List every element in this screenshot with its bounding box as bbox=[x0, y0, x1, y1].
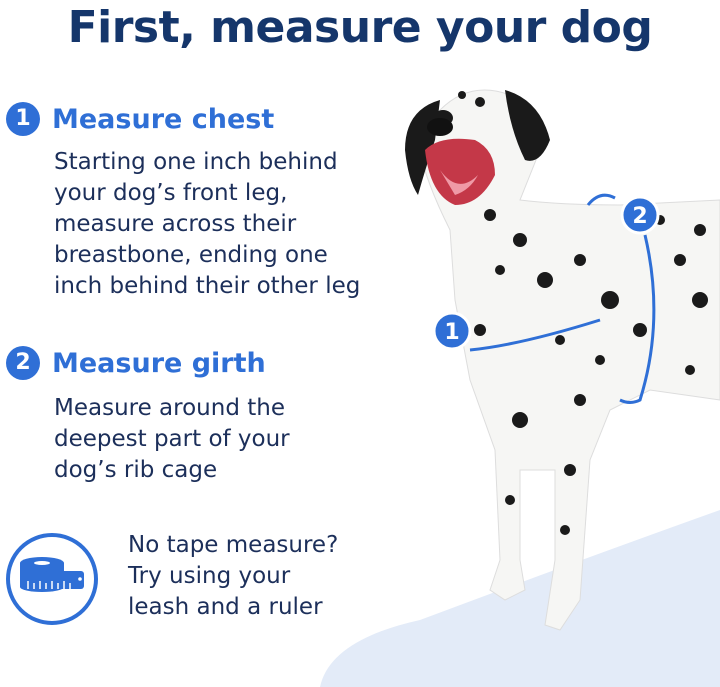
step-1-description: Starting one inch behind your dog’s fron… bbox=[54, 147, 360, 302]
line: Measure around the bbox=[54, 395, 285, 421]
step-heading: Measure chest bbox=[52, 103, 275, 135]
step-1: 1 Measure chest bbox=[6, 102, 274, 136]
tip-text: No tape measure? Try using your leash an… bbox=[128, 530, 338, 623]
step-heading: Measure girth bbox=[52, 347, 266, 379]
line: inch behind their other leg bbox=[54, 273, 361, 299]
line: dog’s rib cage bbox=[54, 457, 218, 483]
floor-shape bbox=[320, 510, 720, 687]
line: breastbone, ending one bbox=[54, 242, 328, 268]
measure-point-2: 2 bbox=[620, 195, 660, 235]
line: measure across their bbox=[54, 211, 297, 237]
step-number-badge: 2 bbox=[6, 346, 40, 380]
line: Starting one inch behind bbox=[54, 149, 338, 175]
line: leash and a ruler bbox=[128, 594, 323, 620]
step-2: 2 Measure girth bbox=[6, 346, 266, 380]
measure-point-1: 1 bbox=[432, 311, 472, 351]
line: No tape measure? bbox=[128, 532, 339, 558]
line: Try using your bbox=[128, 563, 291, 589]
tape-measure-icon bbox=[6, 533, 98, 625]
step-number-badge: 1 bbox=[6, 102, 40, 136]
page-title: First, measure your dog bbox=[67, 2, 653, 53]
svg-text:2: 2 bbox=[632, 204, 647, 229]
dalmatian-illustration: 1 2 bbox=[320, 89, 720, 687]
line: deepest part of your bbox=[54, 426, 290, 452]
step-2-description: Measure around the deepest part of your … bbox=[54, 393, 290, 486]
line: your dog’s front leg, bbox=[54, 180, 288, 206]
svg-text:1: 1 bbox=[444, 320, 459, 345]
